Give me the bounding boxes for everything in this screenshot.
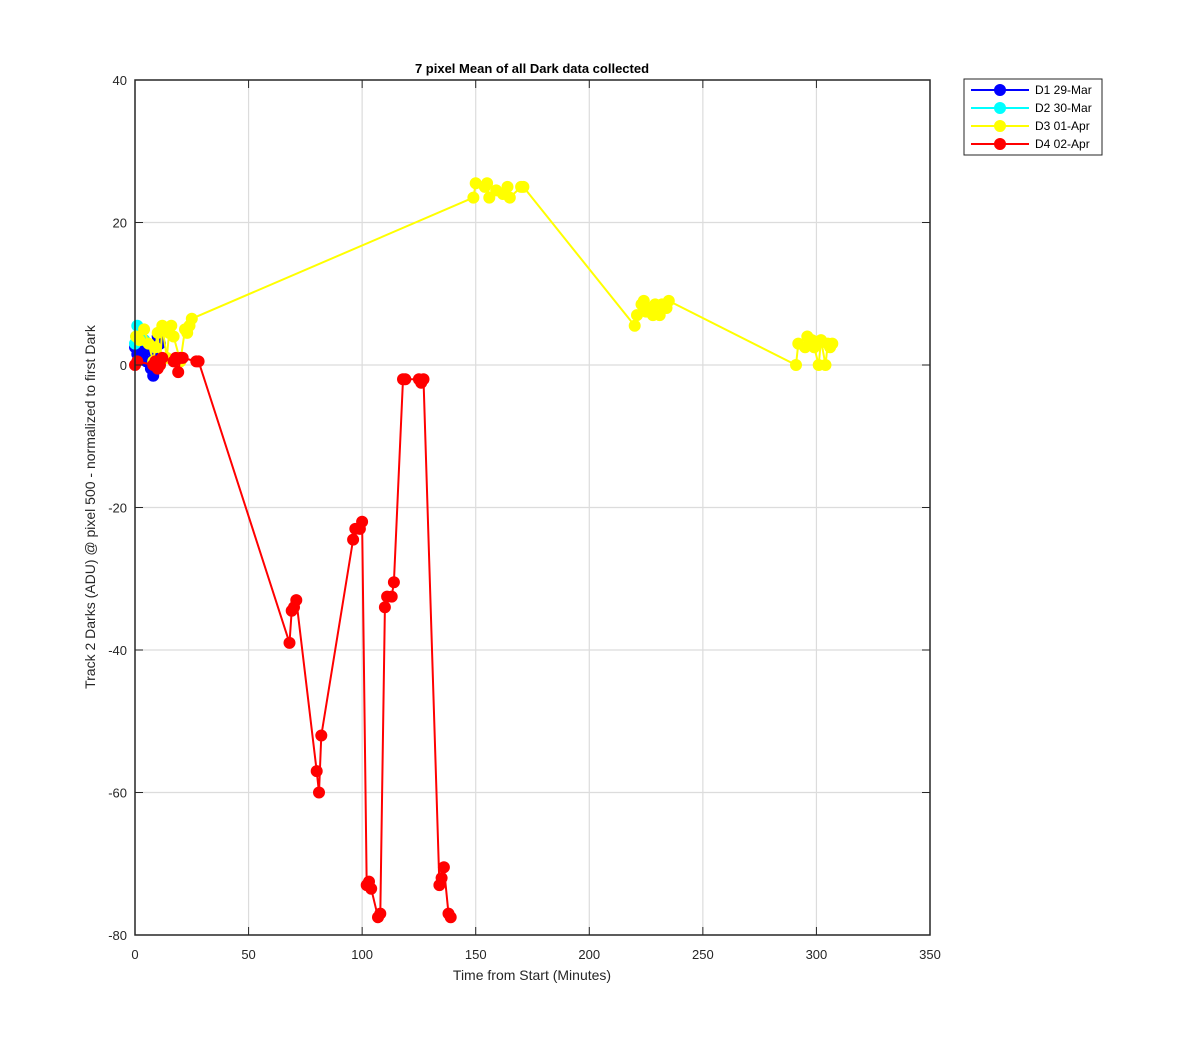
- data-point: [481, 177, 494, 190]
- x-tick-label: 100: [351, 947, 373, 962]
- data-point: [417, 373, 430, 386]
- data-point: [138, 323, 151, 336]
- data-point: [790, 359, 802, 371]
- grid-lines: [135, 80, 930, 935]
- legend-item: D1 29-Mar: [971, 83, 1092, 97]
- data-point: [517, 180, 530, 193]
- data-point: [437, 861, 450, 874]
- legend-marker: [994, 102, 1006, 114]
- data-point: [283, 636, 296, 649]
- series-3: [130, 177, 839, 371]
- data-point: [628, 319, 641, 332]
- data-point: [444, 911, 457, 924]
- legend-item: D3 01-Apr: [971, 119, 1090, 133]
- legend-marker: [994, 120, 1006, 132]
- data-point: [185, 312, 198, 325]
- data-point: [387, 576, 400, 589]
- y-axis-label: Track 2 Darks (ADU) @ pixel 500 - normal…: [82, 324, 98, 689]
- legend-label: D3 01-Apr: [1035, 119, 1090, 133]
- data-point: [483, 191, 496, 204]
- data-point: [374, 907, 387, 920]
- y-tick-label: -60: [108, 786, 127, 801]
- data-point: [826, 337, 839, 350]
- legend-item: D4 02-Apr: [971, 137, 1090, 151]
- y-tick-label: 0: [120, 358, 127, 373]
- data-point: [192, 355, 205, 368]
- data-point: [378, 601, 391, 614]
- data-point: [503, 191, 516, 204]
- y-tick-label: 40: [113, 73, 127, 88]
- x-tick-label: 50: [241, 947, 255, 962]
- x-axis-label: Time from Start (Minutes): [453, 967, 611, 983]
- data-point: [310, 765, 323, 778]
- data-point: [662, 294, 675, 307]
- axis-ticks: 0 50 100 150 200 250 300 350 -80 -60 -40 -20 0 20 40: [108, 73, 941, 962]
- y-tick-label: -80: [108, 928, 127, 943]
- data-point: [347, 533, 360, 546]
- data-point: [365, 882, 378, 895]
- legend-label: D1 29-Mar: [1035, 83, 1092, 97]
- legend-item: D2 30-Mar: [971, 101, 1092, 115]
- x-tick-label: 300: [806, 947, 828, 962]
- data-point: [172, 366, 185, 379]
- data-point: [165, 319, 178, 332]
- data-point: [467, 191, 480, 204]
- series-layer: [129, 177, 839, 924]
- legend: D1 29-Mar D2 30-Mar D3 01-Apr D4 02-Apr: [963, 78, 1103, 156]
- data-point: [356, 515, 369, 528]
- legend-box: [963, 78, 1103, 156]
- legend-marker: [994, 138, 1006, 150]
- x-tick-label: 200: [578, 947, 600, 962]
- chart-title: 7 pixel Mean of all Dark data collected: [415, 61, 649, 76]
- y-tick-label: -20: [108, 501, 127, 516]
- data-point: [385, 590, 398, 603]
- data-point: [167, 330, 180, 343]
- x-tick-label: 0: [131, 947, 138, 962]
- x-tick-label: 350: [919, 947, 941, 962]
- y-tick-label: 20: [113, 216, 127, 231]
- data-point: [156, 351, 169, 364]
- y-tick-label: -40: [108, 643, 127, 658]
- legend-marker: [994, 84, 1006, 96]
- data-point: [315, 729, 328, 742]
- data-point: [290, 594, 303, 607]
- data-point: [501, 180, 514, 193]
- x-tick-label: 250: [692, 947, 714, 962]
- data-point: [399, 373, 412, 386]
- data-point: [149, 341, 162, 354]
- legend-label: D2 30-Mar: [1035, 101, 1092, 115]
- data-point: [176, 351, 189, 364]
- series-4: [129, 351, 457, 924]
- data-point: [313, 786, 325, 799]
- data-point: [435, 872, 448, 884]
- legend-label: D4 02-Apr: [1035, 137, 1090, 151]
- data-point: [819, 359, 832, 371]
- x-tick-label: 150: [465, 947, 487, 962]
